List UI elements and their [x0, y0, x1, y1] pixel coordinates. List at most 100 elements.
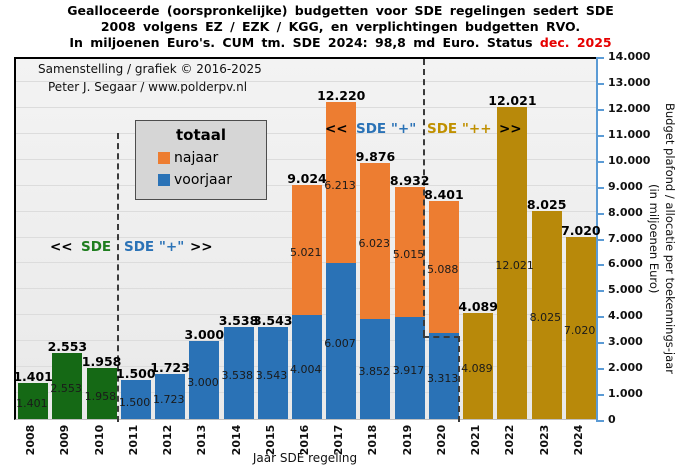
- bar-segment-value-2022-sde_pp: 12.021: [495, 259, 534, 273]
- x-axis-label-2009: 2009: [58, 424, 72, 456]
- y-tick-mark: [598, 108, 604, 111]
- bar-segment-value-2013-voorjaar: 3.000: [187, 376, 219, 390]
- y-tick-mark: [598, 290, 604, 293]
- bar-total-label-2018: 9.876: [355, 148, 396, 164]
- y-tick-label: 9.000: [608, 179, 643, 193]
- bar-segment-value-2023-sde_pp: 8.025: [529, 310, 562, 324]
- bar-total-label-2015: 3.543: [252, 313, 293, 329]
- y-tick-label: 5.000: [608, 283, 643, 297]
- x-axis-label-2010: 2010: [92, 424, 106, 456]
- credits-line-2: Peter J. Segaar / www.polderpv.nl: [48, 80, 248, 94]
- y-tick-mark: [598, 342, 604, 345]
- bar-segment-value-2017-najaar: 6.213: [324, 178, 356, 192]
- bar-segment-2024-sde_pp: [565, 236, 596, 419]
- bar-segment-value-2017-voorjaar: 6.007: [324, 337, 356, 351]
- y-axis-title-line-2: (in miljoenen Euro): [647, 183, 661, 294]
- bar-segment-value-2018-voorjaar: 3.852: [358, 365, 390, 379]
- bar-segment-2016-najaar: [292, 185, 322, 316]
- title-line-3-text: In miljoenen Euro's. CUM tm. SDE 2024: 9…: [69, 35, 540, 50]
- era-lower-arrows-right: >>: [190, 239, 213, 255]
- era-divider-sdepp-step: [423, 336, 460, 338]
- x-axis-label-2022: 2022: [503, 424, 517, 456]
- bar-total-label-2008: 1.401: [13, 368, 53, 384]
- y-tick-label: 0: [608, 413, 616, 426]
- chart-legend: totaal najaar voorjaar: [135, 120, 267, 200]
- era-lower-arrows-left: <<: [50, 239, 73, 255]
- bar-total-label-2016: 9.024: [287, 170, 327, 186]
- bar-segment-2019-najaar: [394, 187, 425, 318]
- bar-total-label-2021: 4.089: [458, 298, 498, 314]
- bar-segment-value-2018-najaar: 6.023: [358, 237, 390, 251]
- bar-segment-2017-najaar: [326, 102, 357, 264]
- bar-total-label-2011: 1.500: [116, 366, 156, 382]
- bar-total-label-2014: 3.538: [218, 313, 259, 329]
- bar-segment-2011-voorjaar: [120, 380, 151, 419]
- legend-label-najaar: najaar: [174, 150, 219, 166]
- bar-segment-2012-voorjaar: [155, 374, 186, 419]
- y-tick-mark: [598, 238, 604, 241]
- era-divider-sdeplus-to-sdepp-upper: [423, 59, 425, 336]
- era-divider-sdepp-lower: [458, 336, 460, 422]
- bar-total-label-2019: 8.932: [389, 173, 430, 189]
- bar-segment-value-2008-sde: 1.401: [16, 396, 48, 410]
- legend-label-voorjaar: voorjaar: [174, 172, 232, 188]
- bar-segment-value-2016-najaar: 5.021: [290, 246, 322, 260]
- y-tick-label: 8.000: [608, 205, 643, 219]
- bar-segment-2008-sde: [18, 382, 49, 419]
- bar-total-label-2024: 7.020: [561, 222, 601, 238]
- credits: Samenstelling / grafiek © 2016-2025 Pete…: [38, 62, 262, 94]
- title-line-3: In miljoenen Euro's. CUM tm. SDE 2024: 9…: [0, 35, 681, 51]
- bar-segment-2023-sde_pp: [531, 210, 562, 419]
- bar-segment-value-2019-voorjaar: 3.917: [392, 364, 425, 378]
- bar-segment-2017-voorjaar: [326, 263, 357, 419]
- x-axis-label-2008: 2008: [24, 424, 38, 456]
- bar-total-label-2013: 3.000: [184, 327, 225, 343]
- title-line-2: 2008 volgens EZ / EZK / KGG, en verplich…: [100, 19, 581, 34]
- y-tick-mark: [598, 82, 604, 85]
- y-tick-mark: [598, 264, 604, 267]
- credits-line-1: Samenstelling / grafiek © 2016-2025: [38, 62, 262, 76]
- x-axis-label-2012: 2012: [161, 424, 175, 456]
- najaar-color-swatch: [158, 152, 170, 164]
- x-axis-label-2020: 2020: [434, 424, 448, 456]
- bar-total-label-2010: 1.958: [81, 354, 122, 370]
- bar-segment-2013-voorjaar: [189, 341, 220, 419]
- y-tick-label: 7.000: [608, 231, 643, 245]
- y-axis-title-line-1: Budget plafond / allocatie per toekennin…: [663, 103, 677, 374]
- y-axis-title: Budget plafond / allocatie per toekennin…: [644, 57, 678, 420]
- y-tick-mark: [598, 186, 604, 189]
- bar-segment-value-2021-sde_pp: 4.089: [461, 361, 493, 375]
- bar-segment-2020-voorjaar: [428, 333, 459, 419]
- y-tick-label: 13.000: [608, 75, 651, 89]
- bar-segment-2020-najaar: [428, 201, 459, 334]
- y-tick-label: 12.000: [608, 101, 651, 115]
- x-axis-label-2011: 2011: [126, 424, 140, 456]
- bar-segment-value-2015-voorjaar: 3.543: [255, 369, 288, 383]
- y-tick-mark: [598, 316, 604, 319]
- bar-segment-2016-voorjaar: [292, 315, 322, 419]
- bar-segment-value-2020-najaar: 5.088: [426, 263, 459, 277]
- chart-title: Gealloceerde (oorspronkelijke) budgetten…: [0, 3, 681, 51]
- era-upper-arrows-right: >>: [499, 121, 522, 137]
- bar-segment-value-2014-voorjaar: 3.538: [221, 369, 254, 383]
- bar-total-label-2023: 8.025: [526, 196, 567, 212]
- bar-segment-value-2020-voorjaar: 3.313: [426, 372, 459, 386]
- bar-segment-2018-voorjaar: [360, 319, 391, 419]
- bar-total-label-2009: 2.553: [47, 338, 88, 354]
- bar-segment-value-2016-voorjaar: 4.004: [290, 363, 322, 377]
- gridline: [16, 158, 598, 160]
- gridline: [16, 132, 598, 134]
- bar-segment-value-2012-voorjaar: 1.723: [153, 392, 185, 406]
- title-line-1: Gealloceerde (oorspronkelijke) budgetten…: [67, 3, 614, 18]
- bar-segment-2009-sde: [52, 352, 83, 419]
- plot-area: 1.401 1.401 2.553 2.553 1.958 1.958 1.500 1.500…: [13, 57, 601, 422]
- legend-item-najaar: najaar: [158, 150, 266, 166]
- y-tick-mark: [598, 160, 604, 163]
- bar-segment-2022-sde_pp: [497, 107, 528, 419]
- bar-total-label-2020: 8.401: [424, 187, 464, 203]
- voorjaar-color-swatch: [158, 174, 170, 186]
- y-tick-mark: [598, 134, 604, 137]
- x-axis-label-2024: 2024: [571, 424, 585, 456]
- y-tick-label: 1.000: [608, 387, 643, 401]
